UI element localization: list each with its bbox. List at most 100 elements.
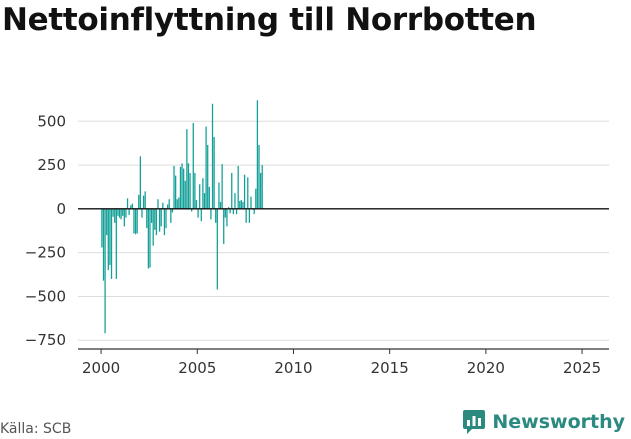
brand-logo: Newsworthy — [462, 409, 625, 435]
bar — [150, 208, 153, 223]
bar — [229, 208, 231, 214]
y-tick-label: 500 — [37, 112, 66, 130]
bar — [245, 208, 247, 223]
bar — [210, 208, 212, 220]
bar — [213, 137, 215, 209]
bar — [234, 193, 236, 209]
bar — [187, 163, 190, 209]
bar — [231, 172, 233, 209]
bar — [218, 182, 220, 209]
bar — [152, 208, 154, 246]
bar — [122, 208, 124, 216]
bar — [208, 186, 210, 209]
bar — [194, 172, 196, 209]
bar — [184, 180, 186, 209]
bar — [107, 208, 109, 271]
bar — [250, 196, 252, 209]
bars — [101, 100, 263, 334]
bar — [258, 144, 260, 209]
x-tick-label: 2000 — [82, 359, 120, 377]
bar — [166, 204, 169, 209]
bar — [165, 208, 167, 229]
bar — [240, 200, 243, 209]
bar — [128, 208, 130, 215]
bar — [110, 208, 113, 279]
bar — [117, 208, 119, 216]
x-tick-label: 2005 — [178, 359, 216, 377]
bar — [162, 202, 164, 209]
bar — [226, 208, 228, 227]
bar — [189, 172, 191, 209]
bar — [115, 208, 117, 279]
bar — [247, 177, 249, 209]
y-tick-label: −750 — [25, 331, 66, 349]
bar — [237, 165, 239, 209]
bar — [176, 199, 178, 209]
bar — [101, 208, 103, 248]
x-axis: 2000 2005 2010 2015 2020 2025 — [78, 348, 609, 377]
bar — [219, 201, 222, 209]
bar — [221, 164, 223, 209]
bar — [216, 208, 218, 290]
bar — [130, 205, 132, 209]
bar — [138, 194, 140, 209]
bar — [181, 163, 183, 209]
bar — [183, 168, 185, 209]
bar — [109, 208, 111, 265]
bar — [259, 172, 262, 209]
bar — [160, 208, 162, 227]
bar — [179, 166, 182, 209]
bar — [253, 208, 255, 215]
bar — [170, 208, 172, 223]
bar — [232, 208, 234, 215]
bar — [114, 208, 116, 223]
bar — [200, 208, 202, 222]
x-tick-label: 2015 — [371, 359, 409, 377]
bar — [112, 208, 114, 217]
bar — [158, 208, 161, 232]
bar — [243, 174, 246, 209]
bar — [242, 201, 244, 209]
bar — [154, 208, 156, 230]
bar — [186, 129, 188, 209]
bar — [202, 178, 204, 209]
bar — [155, 208, 158, 236]
bar — [144, 191, 146, 209]
x-tick-label: 2025 — [563, 359, 601, 377]
bar — [106, 208, 108, 236]
bar — [255, 188, 257, 209]
y-tick-label: −250 — [25, 244, 66, 262]
newsworthy-logo-icon — [463, 410, 486, 434]
bar — [142, 195, 145, 209]
bar — [261, 165, 263, 209]
bar — [133, 208, 135, 234]
bar — [207, 144, 209, 209]
bar — [235, 208, 238, 215]
bar — [171, 208, 174, 213]
bar — [256, 100, 259, 209]
bar — [224, 208, 226, 218]
bar — [195, 200, 198, 209]
bar — [239, 200, 241, 209]
source-note: Källa: SCB — [0, 421, 72, 437]
bar — [139, 156, 142, 209]
bar — [174, 175, 177, 209]
y-tick-label: 250 — [37, 156, 66, 174]
y-tick-label: 0 — [56, 200, 66, 218]
bar — [223, 208, 225, 244]
y-tick-label: −500 — [25, 287, 66, 305]
bar — [120, 208, 122, 220]
bar — [149, 208, 151, 268]
y-axis-labels: −750 −500 −250 0 250 500 — [25, 112, 66, 349]
x-tick-label: 2020 — [467, 359, 505, 377]
bar — [125, 208, 127, 218]
bar — [118, 208, 121, 218]
bar — [163, 208, 166, 236]
bar — [168, 199, 170, 209]
bar — [205, 126, 207, 209]
bar — [134, 208, 137, 235]
bar — [123, 208, 125, 227]
bar — [146, 208, 148, 229]
bar — [227, 207, 230, 209]
bar — [147, 208, 150, 269]
